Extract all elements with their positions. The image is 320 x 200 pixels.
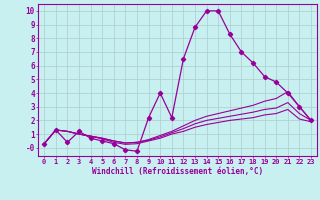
X-axis label: Windchill (Refroidissement éolien,°C): Windchill (Refroidissement éolien,°C) bbox=[92, 167, 263, 176]
